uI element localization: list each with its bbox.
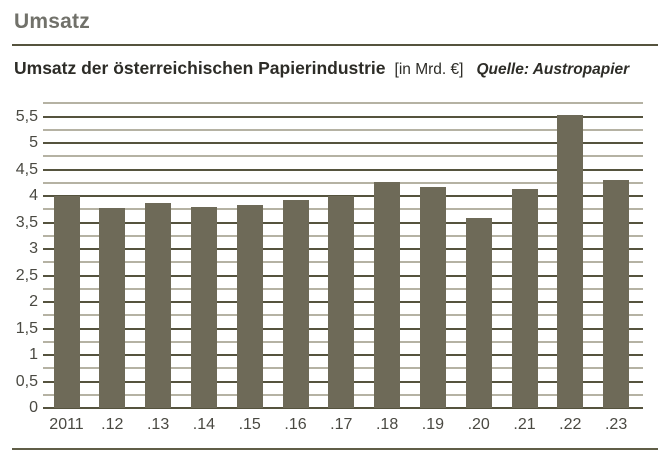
x-axis-label: .17: [330, 416, 353, 433]
y-axis-label: 4,5: [15, 160, 38, 178]
bar: [53, 196, 80, 408]
y-axis-label: 5: [29, 134, 38, 151]
bar: [419, 186, 446, 408]
y-axis-label: 1,5: [15, 319, 38, 337]
gridline-major: [43, 115, 643, 118]
x-axis-label: .15: [238, 416, 261, 433]
chart-title: Umsatz der österreichischen Papierindust…: [14, 58, 386, 78]
y-axis-label: 0,5: [15, 372, 38, 390]
y-axis-label: 2,5: [15, 266, 38, 284]
chart-header: Umsatz der österreichischen Papierindust…: [14, 58, 660, 79]
bar: [328, 196, 355, 408]
y-axis-label: 0: [29, 399, 38, 416]
x-axis-label: .22: [559, 416, 582, 433]
header-divider: [12, 44, 658, 46]
bar: [465, 218, 492, 408]
y-axis-label: 4: [29, 187, 38, 204]
bar: [145, 202, 172, 408]
y-axis-label: 2: [29, 293, 38, 310]
bar: [557, 115, 584, 408]
bar: [603, 180, 630, 408]
bar: [282, 200, 309, 408]
gridline-major: [43, 142, 643, 144]
x-axis-line: [43, 407, 643, 409]
x-axis-label: .18: [375, 416, 399, 433]
gridline-minor: [43, 181, 643, 184]
gridline-minor: [43, 128, 643, 131]
bar: [236, 205, 263, 408]
x-axis-label: .13: [146, 416, 170, 433]
bar: [99, 207, 126, 408]
y-axis-label: 5,5: [15, 107, 38, 125]
x-axis-label: .21: [513, 416, 536, 433]
gridline-minor: [43, 102, 643, 105]
y-axis-label: 3: [29, 240, 38, 257]
x-axis-label: .20: [467, 416, 490, 433]
y-axis-label: 1: [29, 346, 38, 363]
bar: [190, 207, 217, 408]
x-axis-label: 2011: [49, 416, 84, 433]
gridline-minor: [43, 155, 643, 158]
footer-divider: [12, 448, 658, 450]
bar: [374, 181, 401, 408]
x-axis-label: .16: [284, 416, 307, 433]
x-axis-label: .12: [101, 416, 124, 433]
page-title: Umsatz: [14, 10, 90, 33]
bar: [511, 189, 538, 408]
chart-unit-label: [in Mrd. €]: [394, 61, 464, 78]
y-axis-label: 3,5: [15, 213, 38, 231]
x-axis-label: .19: [421, 416, 445, 433]
x-axis-label: .14: [192, 416, 216, 433]
chart-source: Quelle: Austropapier: [476, 61, 630, 78]
gridline-major: [43, 168, 643, 171]
x-axis-label: .23: [604, 416, 628, 433]
